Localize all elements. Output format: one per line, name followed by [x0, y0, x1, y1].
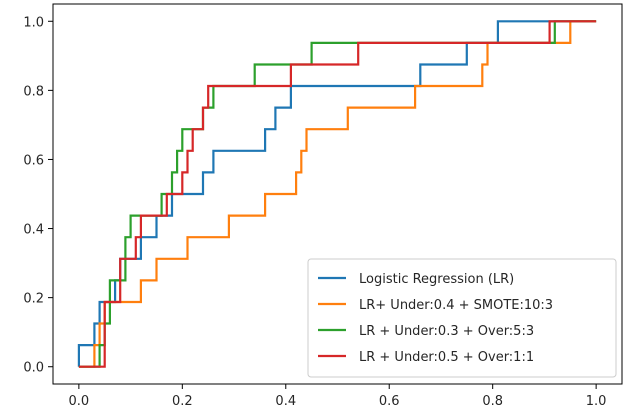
y-tick-label: 0.6 [23, 153, 44, 168]
y-tick-label: 0.4 [23, 223, 44, 238]
y-axis-ticks: 0.0 0.2 0.4 0.6 0.8 1.0 [23, 15, 53, 376]
legend-box [307, 258, 617, 378]
plot-lines [77, 20, 597, 368]
y-tick-label: 1.0 [23, 15, 44, 30]
series-line-4 [78, 20, 597, 368]
legend: Logistic Regression (LR) LR+ Under:0.4 + … [307, 258, 617, 378]
y-tick-label: 0.2 [23, 292, 44, 307]
legend-label-2: LR+ Under:0.4 + SMOTE:10:3 [359, 298, 553, 313]
y-tick-label: 0.0 [23, 361, 44, 376]
legend-label-4: LR + Under:0.5 + Over:1:1 [359, 350, 534, 365]
x-tick-label: 0.2 [172, 394, 193, 409]
legend-label-3: LR + Under:0.3 + Over:5:3 [359, 324, 534, 339]
axes-frame [52, 3, 623, 385]
x-tick-label: 0.8 [482, 394, 503, 409]
x-tick-label: 0.6 [379, 394, 400, 409]
series-line-3 [78, 20, 597, 368]
legend-label-1: Logistic Regression (LR) [359, 272, 514, 287]
y-tick-label: 0.8 [23, 84, 44, 99]
x-axis-ticks: 0.0 0.2 0.4 0.6 0.8 1.0 [69, 384, 607, 409]
x-tick-label: 0.4 [275, 394, 296, 409]
x-tick-label: 0.0 [69, 394, 90, 409]
x-tick-label: 1.0 [586, 394, 607, 409]
